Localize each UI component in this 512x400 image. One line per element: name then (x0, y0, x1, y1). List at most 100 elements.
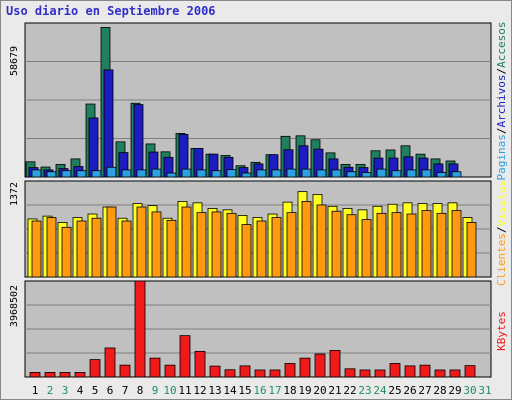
x-tick-label: 23 (358, 384, 371, 397)
bottom-max-label: 3968502 (9, 285, 20, 327)
x-tick-label: 8 (137, 384, 144, 397)
bottom-bar-kbytes (179, 335, 191, 378)
legend-entry: Archivos (495, 75, 508, 128)
top-bar-paginas (271, 169, 282, 178)
x-tick-label: 12 (193, 384, 206, 397)
top-bar-archivos (103, 69, 114, 178)
legend-entry: / (495, 68, 508, 75)
bottom-bar-kbytes (284, 363, 296, 378)
middle-bar-clientes (346, 214, 357, 278)
x-tick-label: 21 (328, 384, 341, 397)
top-bar-paginas (166, 172, 177, 178)
x-tick-label: 2 (47, 384, 54, 397)
bottom-legend: KBytes (495, 311, 508, 351)
top-bar-paginas (406, 169, 417, 178)
x-tick-label: 9 (152, 384, 159, 397)
x-tick-label: 3 (62, 384, 69, 397)
legend-entry: Paginas (495, 134, 508, 180)
middle-bar-clientes (91, 217, 102, 278)
bottom-bar-kbytes (59, 372, 71, 378)
bottom-bar-kbytes (404, 365, 416, 378)
middle-max-label: 1372 (9, 182, 20, 206)
middle-bar-clientes (361, 219, 372, 278)
top-bar-paginas (196, 169, 207, 178)
legend-entry: / (495, 127, 508, 134)
middle-bar-clientes (76, 220, 87, 278)
top-bar-paginas (421, 169, 432, 178)
middle-bar-clientes (466, 222, 477, 278)
bottom-bar-kbytes (104, 347, 116, 378)
x-tick-label: 10 (163, 384, 176, 397)
x-tick-label: 11 (178, 384, 191, 397)
middle-bar-clientes (61, 226, 72, 278)
middle-bar-clientes (376, 212, 387, 278)
top-bar-paginas (301, 168, 312, 178)
top-bar-paginas (361, 172, 372, 178)
middle-bar-clientes (451, 210, 462, 278)
top-legend: Paginas/Archivos/Accesos (495, 22, 508, 181)
bottom-bar-kbytes (74, 372, 86, 378)
bottom-bar-kbytes (269, 369, 281, 378)
top-bar-paginas (376, 168, 387, 178)
bottom-bar-kbytes (434, 369, 446, 378)
x-tick-label: 13 (208, 384, 221, 397)
bottom-bar-kbytes (254, 369, 266, 378)
middle-bar-clientes (271, 217, 282, 278)
middle-bar-clientes (31, 220, 42, 278)
middle-bar-clientes (46, 217, 57, 278)
middle-bar-clientes (241, 224, 252, 278)
x-tick-label: 15 (238, 384, 251, 397)
x-tick-label: 28 (433, 384, 446, 397)
bottom-bar-kbytes (344, 368, 356, 378)
top-bar-archivos (133, 104, 144, 178)
x-tick-label: 18 (283, 384, 296, 397)
middle-bar-clientes (106, 206, 117, 278)
top-bar-paginas (391, 170, 402, 178)
bottom-bar-kbytes (239, 365, 251, 378)
top-bar-archivos (88, 117, 99, 178)
top-bar-paginas (61, 170, 72, 178)
top-bar-paginas (151, 168, 162, 178)
bottom-bar-kbytes (164, 364, 176, 378)
middle-bar-clientes (151, 211, 162, 278)
top-bar-paginas (121, 169, 132, 178)
bottom-bar-kbytes (389, 363, 401, 378)
top-bar-paginas (436, 172, 447, 178)
legend-entry: / (495, 226, 508, 233)
legend-entry: Clientes (495, 233, 508, 286)
bottom-bar-kbytes (299, 357, 311, 378)
bottom-bar-kbytes (359, 369, 371, 378)
bottom-bar-kbytes (419, 364, 431, 378)
bottom-bar-kbytes (449, 369, 461, 378)
x-tick-label: 19 (298, 384, 311, 397)
x-tick-label: 24 (373, 384, 387, 397)
bottom-bar-kbytes (134, 280, 146, 378)
top-bar-paginas (346, 171, 357, 178)
legend-entry: Accesos (495, 22, 508, 68)
bottom-bar-kbytes (374, 369, 386, 378)
top-bar-paginas (286, 168, 297, 178)
x-tick-label: 1 (32, 384, 39, 397)
legend-entry: KBytes (495, 311, 508, 351)
top-bar-paginas (316, 169, 327, 178)
bottom-bar-kbytes (119, 364, 131, 378)
middle-bar-clientes (166, 219, 177, 278)
x-tick-label: 31 (478, 384, 491, 397)
x-tick-label: 16 (253, 384, 266, 397)
middle-bar-clientes (301, 201, 312, 278)
middle-bar-clientes (331, 210, 342, 278)
middle-bar-clientes (391, 212, 402, 278)
top-bar-paginas (76, 170, 87, 178)
x-tick-label: 29 (448, 384, 461, 397)
x-tick-label: 5 (92, 384, 99, 397)
middle-legend: Clientes/Visitas (495, 180, 508, 286)
bottom-bar-kbytes (194, 350, 206, 378)
bottom-bar-kbytes (44, 372, 56, 378)
middle-bar-clientes (211, 211, 222, 278)
x-tick-label: 26 (403, 384, 416, 397)
legend-entry: Visitas (495, 180, 508, 226)
bottom-bar-kbytes (329, 349, 341, 378)
top-bar-paginas (91, 170, 102, 178)
